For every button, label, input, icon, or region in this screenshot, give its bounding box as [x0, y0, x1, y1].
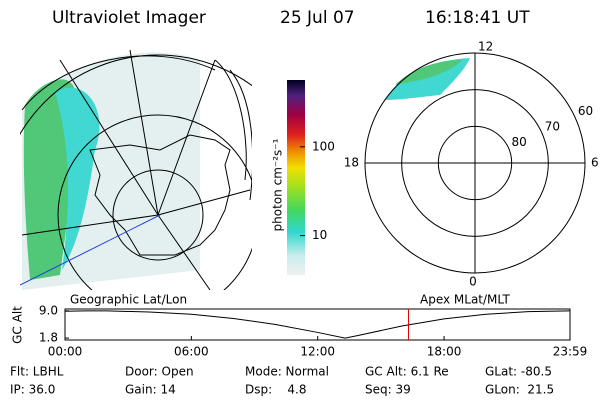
- status-field: GLat: -80.5: [485, 365, 552, 379]
- lat-circle: [57, 114, 252, 290]
- x-tick-label: 23:59: [553, 345, 588, 359]
- right-label: Apex MLat/MLT: [420, 293, 510, 307]
- x-tick-label: 06:00: [174, 345, 209, 359]
- coastline: [89, 134, 231, 256]
- ring-label: 80: [511, 135, 526, 149]
- timeline: GC Alt Geographic Lat/Lon Apex MLat/MLT 9.0…: [11, 293, 588, 359]
- meridians: [214, 59, 252, 201]
- mlt-label: 0: [469, 275, 477, 289]
- meridians: [21, 50, 251, 290]
- status-field: Seq: 39: [365, 383, 411, 397]
- status-field: Door: Open: [125, 365, 194, 379]
- ring-label: 70: [545, 119, 560, 133]
- lat-circle: [112, 169, 204, 261]
- x-tick-label: 00:00: [48, 345, 83, 359]
- lat-circle: [20, 54, 252, 136]
- mlt-label: 12: [478, 40, 493, 54]
- x-tick-label: 18:00: [427, 345, 462, 359]
- y-tick-label: 9.0: [39, 303, 58, 317]
- date: 25 Jul 07: [280, 8, 355, 28]
- y-tick-label: 1.8: [39, 331, 58, 345]
- y-label: GC Alt: [11, 306, 25, 344]
- status-bar: Flt: LBHL Door: Open Mode: Normal GC Alt: 6…: [10, 365, 554, 397]
- status-field: IP: 36.0: [10, 383, 55, 397]
- geographic-map: [20, 50, 252, 290]
- x-tick-label: 12:00: [300, 345, 335, 359]
- status-field: Mode: Normal: [245, 365, 329, 379]
- status-field: Gain: 14: [125, 383, 176, 397]
- time: 16:18:41 UT: [425, 8, 530, 28]
- mlt-label: 6: [591, 156, 599, 170]
- aurora-cyan: [55, 87, 100, 270]
- status-field: Dsp: 4.8: [245, 383, 307, 397]
- colorbar-ticks: 10 100: [300, 139, 335, 242]
- status-field: GLon: 21.5: [485, 383, 554, 397]
- colorbar-label: photon cm⁻²s⁻¹: [271, 138, 285, 231]
- colorbar-tick-label: 100: [312, 139, 335, 153]
- colorbar: [287, 80, 305, 275]
- status-field: Flt: LBHL: [10, 365, 64, 379]
- mlt-label: 18: [344, 156, 359, 170]
- colorbar-tick-label: 10: [312, 228, 327, 242]
- aurora-green: [395, 60, 462, 85]
- title: Ultraviolet Imager: [52, 8, 206, 28]
- limb: [21, 55, 216, 111]
- left-label: Geographic Lat/Lon: [70, 293, 187, 307]
- aurora-green: [23, 79, 77, 280]
- track: [20, 214, 161, 286]
- altitude-line: [64, 310, 571, 339]
- status-field: GC Alt: 6.1 Re: [365, 365, 449, 379]
- ring-label: 60: [578, 104, 593, 118]
